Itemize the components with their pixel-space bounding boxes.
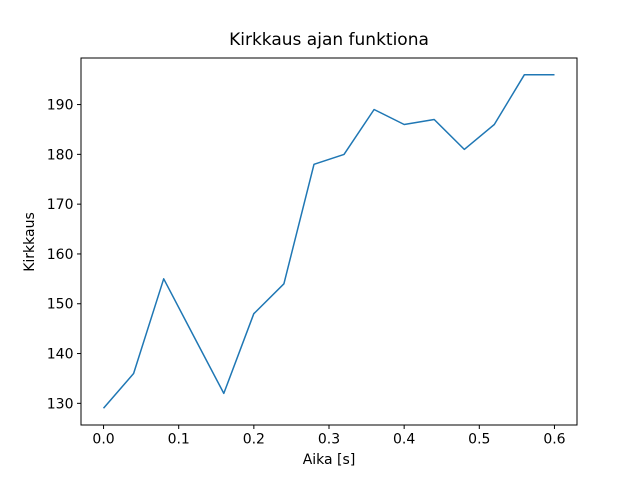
- x-tick-label: 0.2: [243, 432, 265, 448]
- y-axis-label: Kirkkaus: [22, 212, 38, 272]
- series-line: [102, 73, 555, 409]
- x-tick-label: 0.3: [318, 432, 340, 448]
- x-axis-label: Aika [s]: [303, 452, 356, 468]
- y-tick-label: 140: [47, 347, 74, 363]
- y-tick-label: 180: [47, 147, 74, 163]
- x-tick-label: 0.4: [393, 432, 415, 448]
- y-tick-label: 130: [47, 396, 74, 412]
- chart-title: Kirkkaus ajan funktiona: [229, 30, 429, 50]
- x-tick-label: 0.5: [468, 432, 490, 448]
- x-tick-label: 0.6: [543, 432, 565, 448]
- y-tick-label: 150: [47, 297, 74, 313]
- y-tick-label: 190: [47, 98, 74, 114]
- axis-ticks: 0.0 0.1 0.2 0.3 0.4 0.5 0.6 130 140 150 160 170 180 1…: [47, 98, 566, 448]
- x-tick-label: 0.1: [168, 432, 190, 448]
- x-tick-label: 0.0: [92, 432, 114, 448]
- y-tick-label: 160: [47, 247, 74, 263]
- y-tick-label: 170: [47, 197, 74, 213]
- plot-area-border: [80, 57, 578, 426]
